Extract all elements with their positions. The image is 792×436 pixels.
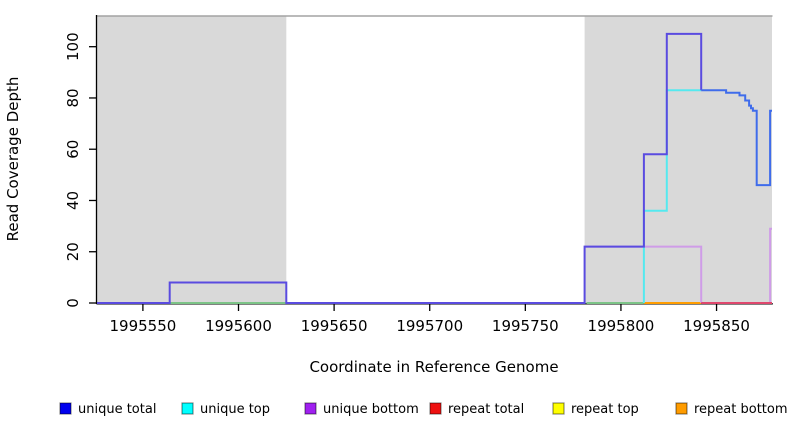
axes-layer: 1995550 1995600 1995650 1995700 1995750 19958…: [64, 15, 773, 335]
y-tick-label: 0: [64, 298, 82, 308]
y-tick-label: 60: [64, 140, 82, 159]
x-tick-label: 1995750: [492, 317, 559, 335]
series-line-unique-total-right-tail-: [701, 89, 772, 187]
y-tick-label: 80: [64, 88, 82, 107]
y-tick-label: 40: [64, 191, 82, 210]
series-line-unique-bottom: [769, 227, 772, 303]
legend-label-unique-top: unique top: [200, 402, 270, 417]
x-tick-label: 1995550: [109, 317, 176, 335]
x-tick-label: 1995650: [301, 317, 368, 335]
legend-label-repeat-bottom: repeat bottom: [694, 402, 788, 417]
y-axis-title: Read Coverage Depth: [4, 77, 22, 242]
x-tick-label: 1995700: [396, 317, 463, 335]
left-shaded-region: [97, 16, 287, 303]
y-tick-label: 20: [64, 242, 82, 261]
shaded-regions-layer: [96, 15, 773, 303]
x-tick-label: 1995600: [205, 317, 272, 335]
series-layer: [97, 32, 772, 304]
x-tick-label: 1995800: [588, 317, 655, 335]
legend-swatch-unique-top: [181, 402, 194, 415]
legend-swatch-repeat-total: [429, 402, 442, 415]
legend-swatch-repeat-top: [552, 402, 565, 415]
y-tick-label: 100: [64, 32, 82, 61]
legend-swatch-unique-bottom: [304, 402, 317, 415]
legend-swatch-repeat-bottom: [675, 402, 688, 415]
x-tick-label: 1995850: [683, 317, 750, 335]
legend-label-unique-total: unique total: [78, 402, 156, 417]
series-line-unique-total: [97, 32, 703, 304]
x-axis-title: Coordinate in Reference Genome: [309, 358, 558, 376]
legend-label-repeat-top: repeat top: [571, 402, 639, 417]
right-shaded-region: [584, 16, 772, 303]
legend-label-unique-bottom: unique bottom: [323, 402, 419, 417]
legend-label-repeat-total: repeat total: [448, 402, 524, 417]
legend-layer: unique total unique top unique bottom repea…: [59, 402, 788, 417]
legend-swatch-unique-total: [59, 402, 72, 415]
